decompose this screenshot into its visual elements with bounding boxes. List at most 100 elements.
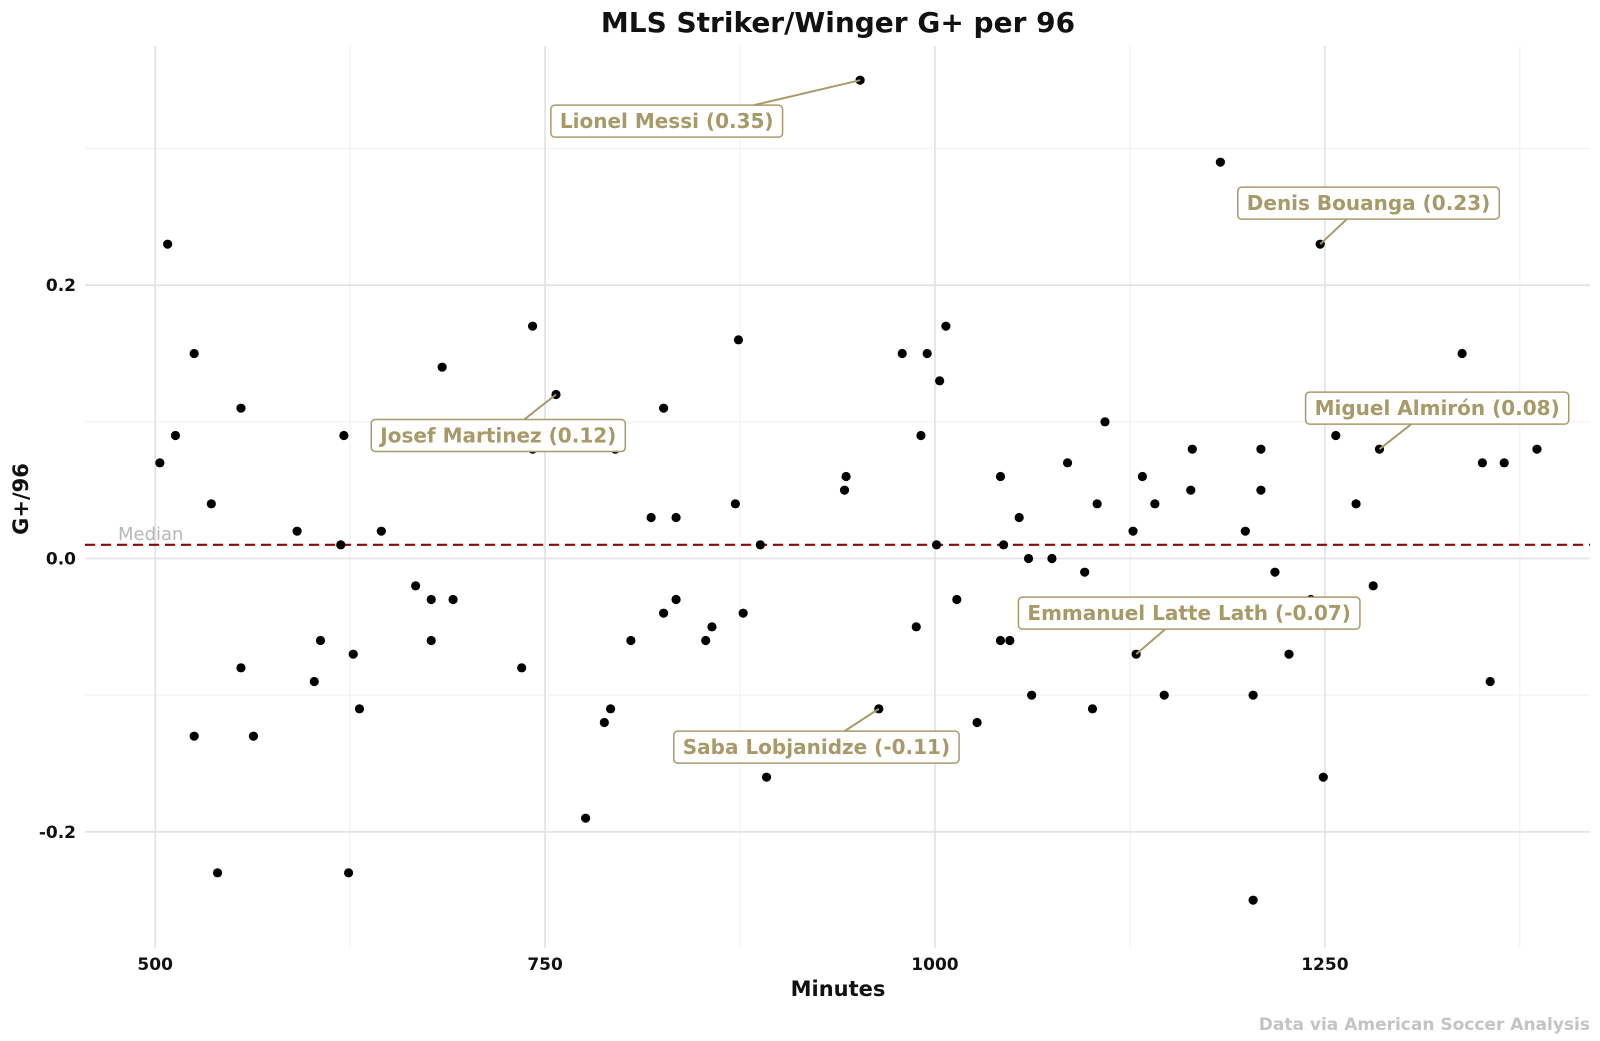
data-point [448,594,458,605]
data-point [236,403,246,413]
data-point [659,608,669,618]
data-point [170,430,181,441]
annotation-label: Emmanuel Latte Lath (-0.07) [1027,601,1351,625]
data-point [1532,444,1542,454]
annotation: Saba Lobjanidze (-0.11) [673,707,960,764]
data-point [995,471,1006,482]
annotation: Miguel Almirón (0.08) [1304,391,1570,450]
data-point [1331,430,1341,441]
grid [85,46,1590,948]
data-point [315,635,326,646]
annotation-leader-line [523,393,557,421]
annotations: Lionel Messi (0.35) Denis Bouanga (0.23) J… [370,79,1570,764]
data-point [626,635,636,646]
data-point [972,717,982,728]
data-point [348,649,358,659]
data-point [998,540,1009,550]
data-point [1159,690,1169,700]
data-point [248,731,259,741]
data-point [730,499,740,509]
data-point [916,430,926,441]
y-tick-label: -0.2 [39,823,76,843]
annotation-label: Josef Martinez (0.12) [378,424,616,448]
data-point [1477,458,1487,468]
annotation-label: Miguel Almirón (0.08) [1315,396,1560,420]
data-point [411,581,421,591]
annotation-box [1237,186,1501,220]
data-point [212,868,223,878]
annotation-label: Lionel Messi (0.35) [560,109,774,133]
data-points [155,75,1542,905]
data-point [1100,417,1110,427]
x-axis-title: Minutes [791,977,886,1001]
data-point [952,594,962,605]
chart-title: MLS Striker/Winger G+ per 96 [601,6,1075,39]
annotation-box [1017,596,1361,630]
data-point [1256,444,1266,454]
data-point [1240,526,1250,536]
data-point [1351,499,1361,509]
data-point [1457,348,1467,359]
y-tick-label: 0.2 [46,276,76,296]
x-tick-label: 750 [527,955,563,975]
data-point [437,362,447,372]
data-point [426,594,436,605]
annotation-label: Denis Bouanga (0.23) [1247,191,1491,215]
data-point [1248,690,1258,700]
data-point [1215,157,1225,167]
data-point [1318,772,1328,782]
data-point [1027,690,1037,700]
source-caption: Data via American Soccer Analysis [1259,1015,1590,1035]
data-point [701,635,711,646]
median-label: Median [118,524,183,545]
data-point [841,471,851,482]
annotation-box [370,418,627,453]
data-point [922,348,932,359]
data-point [1187,444,1197,454]
data-point [671,594,681,605]
y-axis-title: G+/96 [9,463,33,535]
data-point [1368,581,1378,591]
data-point [1023,553,1034,564]
data-point [336,540,346,550]
x-tick-label: 500 [137,955,173,975]
data-point [733,335,744,345]
data-point [935,376,945,386]
data-point [646,512,656,523]
data-point [605,704,616,714]
annotation-box [550,104,784,138]
data-point [1248,895,1258,905]
data-point [163,239,173,249]
data-point [1137,471,1147,482]
data-point [343,868,354,878]
data-point [1485,676,1495,687]
data-point [1186,485,1196,495]
data-point [339,430,349,441]
annotation-leader-line [1378,423,1412,450]
data-point [236,663,246,673]
data-point [1499,458,1509,468]
annotation: Josef Martinez (0.12) [370,393,627,453]
data-point [189,348,199,359]
data-point [995,635,1006,646]
data-point [581,813,591,823]
data-point [671,512,681,523]
annotation-leader-line [753,79,861,107]
data-point [931,540,942,550]
data-point [755,540,765,550]
annotation: Denis Bouanga (0.23) [1237,186,1501,245]
x-tick-label: 1250 [1301,955,1348,975]
data-point [1047,553,1057,564]
data-point [599,717,609,728]
annotation-box [673,730,960,764]
data-point [155,458,165,468]
data-point [839,485,850,495]
data-point [426,635,436,646]
annotation-leader-line [843,707,880,732]
data-point [354,704,365,714]
data-point [189,731,199,741]
tick-labels: 500 750 1000 1250 -0.2 0.0 0.2 [39,276,1349,975]
data-point [1087,704,1098,714]
data-point [659,403,669,413]
